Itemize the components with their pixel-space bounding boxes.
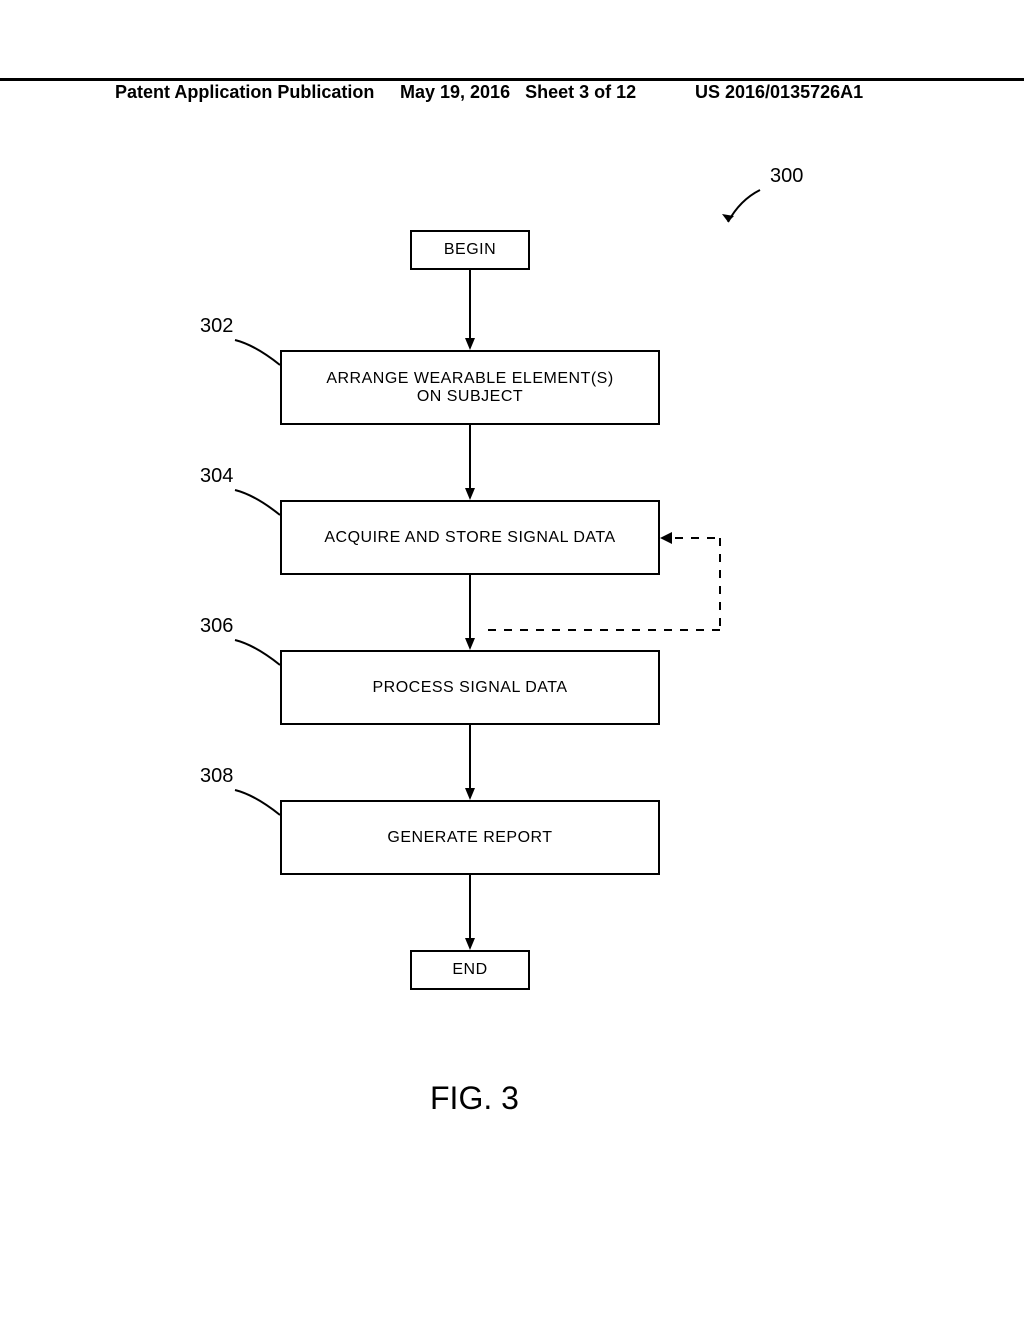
header-sheet: Sheet 3 of 12 [525,82,636,102]
node-begin-label: BEGIN [444,241,496,259]
ref-300-label: 300 [770,165,803,188]
node-report: GENERATE REPORT [280,800,660,875]
header-publication: Patent Application Publication [115,82,374,103]
ref-308-label: 308 [200,765,233,788]
header-date-sheet: May 19, 2016 Sheet 3 of 12 [400,82,636,103]
header-rule [0,78,1024,81]
ref-306-label: 306 [200,615,233,638]
node-begin: BEGIN [410,230,530,270]
node-end-label: END [452,961,487,979]
node-process: PROCESS SIGNAL DATA [280,650,660,725]
figure-label: FIG. 3 [430,1080,519,1117]
edge-begin-arrange [465,270,475,350]
node-end: END [410,950,530,990]
ref-304-label: 304 [200,465,233,488]
ref-308-pointer [230,785,285,820]
ref-304-pointer [230,485,285,520]
node-report-label: GENERATE REPORT [387,829,552,847]
ref-302-label: 302 [200,315,233,338]
edge-report-end [465,875,475,950]
header-pubno: US 2016/0135726A1 [695,82,863,103]
edge-arrange-acquire [465,425,475,500]
node-process-label: PROCESS SIGNAL DATA [372,679,567,697]
node-arrange: ARRANGE WEARABLE ELEMENT(S) ON SUBJECT [280,350,660,425]
edge-process-report [465,725,475,800]
header-date: May 19, 2016 [400,82,510,102]
ref-306-pointer [230,635,285,670]
ref-300-arrow [720,180,770,230]
edge-feedback-dashed [460,520,740,650]
node-arrange-label: ARRANGE WEARABLE ELEMENT(S) ON SUBJECT [326,370,613,406]
ref-302-pointer [230,335,285,370]
flowchart-diagram: 300 BEGIN 302 ARRANGE WEARABLE ELEMENT(S… [0,150,1024,1150]
